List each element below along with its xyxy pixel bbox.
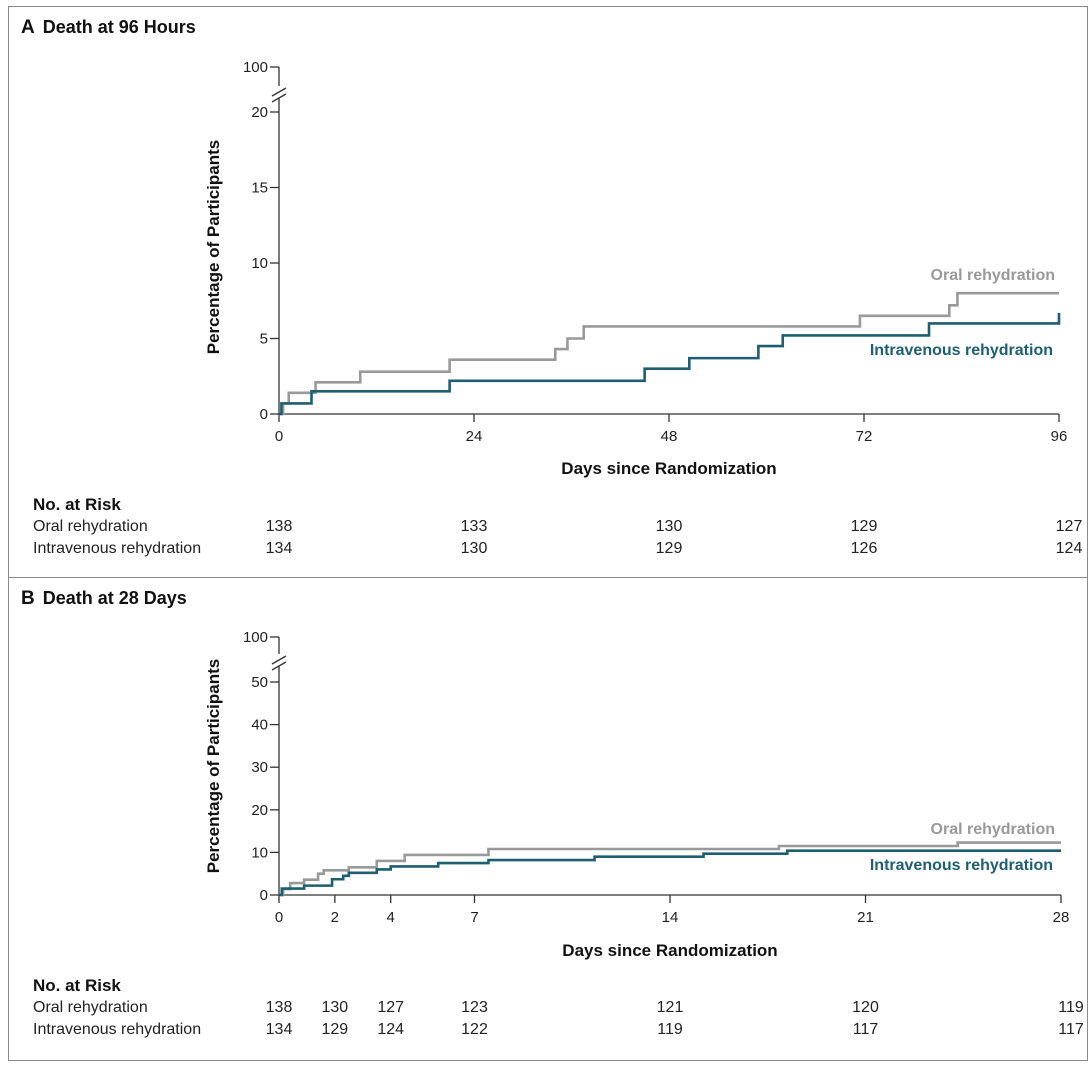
x-tick-label: 0 <box>275 428 283 445</box>
y-tick-label: 20 <box>251 802 268 819</box>
chart-b-plot: 100 0 10 20 30 40 50 0 2 4 7 14 21 28 Days since Rando… <box>204 629 1070 960</box>
panel-b: B Death at 28 Days 100 0 10 20 30 40 50 0 2 4 7 14 21… <box>8 578 1088 1061</box>
risk-value: 127 <box>1055 518 1083 535</box>
panel-title: B Death at 28 Days <box>21 588 187 610</box>
series-line-oral <box>279 841 1061 897</box>
series-line-intravenous <box>279 312 1061 416</box>
y-tick-label: 50 <box>251 674 268 691</box>
risk-value: 126 <box>850 540 878 557</box>
y-tick-label: 100 <box>243 629 268 646</box>
risk-value: 121 <box>656 999 684 1016</box>
risk-value: 119 <box>1058 999 1084 1016</box>
risk-row-label-oral: Oral rehydration <box>33 518 148 535</box>
risk-value: 129 <box>655 540 683 557</box>
series-label-oral: Oral rehydration <box>931 821 1055 838</box>
risk-value: 127 <box>377 999 405 1016</box>
y-axis-title: Percentage of Participants <box>204 659 223 873</box>
y-axis-title: Percentage of Participants <box>204 140 223 354</box>
risk-value: 120 <box>852 999 879 1016</box>
axis-break-mark <box>271 661 287 671</box>
risk-row-label-oral: Oral rehydration <box>33 999 148 1016</box>
x-tick-label: 14 <box>662 909 679 926</box>
chart-title: Death at 96 Hours <box>42 17 196 37</box>
risk-value: 130 <box>655 518 683 535</box>
risk-row-label-iv: Intravenous rehydration <box>33 1021 202 1038</box>
risk-value: 129 <box>321 1021 349 1038</box>
panel-a: A Death at 96 Hours 100 0 5 10 15 20 0 24 48 72 96 D… <box>8 6 1088 578</box>
x-tick-label: 4 <box>387 909 395 926</box>
y-tick-label: 0 <box>260 887 268 904</box>
x-axis-title: Days since Randomization <box>562 941 777 960</box>
risk-value: 129 <box>850 518 878 535</box>
risk-value: 117 <box>1058 1021 1084 1038</box>
x-tick-label: 0 <box>275 909 283 926</box>
x-axis-title: Days since Randomization <box>561 459 776 478</box>
y-tick-label: 15 <box>251 180 268 197</box>
risk-value: 124 <box>377 1021 405 1038</box>
x-tick-label: 28 <box>1053 909 1070 926</box>
x-tick-label: 24 <box>466 428 483 445</box>
x-tick-label: 96 <box>1051 428 1068 445</box>
y-tick-label: 40 <box>251 717 268 734</box>
y-tick-label: 20 <box>251 104 268 121</box>
risk-value: 117 <box>852 1021 879 1038</box>
panel-title: A Death at 96 Hours <box>21 17 196 39</box>
axis-break-mark <box>271 87 287 97</box>
risk-value: 124 <box>1055 540 1083 557</box>
risk-value: 130 <box>460 540 488 557</box>
risk-table-title: No. at Risk <box>33 976 121 995</box>
risk-value: 133 <box>460 518 488 535</box>
series-line-intravenous <box>279 849 1061 897</box>
axis-break-mark <box>271 655 287 665</box>
x-tick-label: 72 <box>856 428 873 445</box>
x-tick-label: 7 <box>470 909 478 926</box>
x-tick-label: 48 <box>661 428 678 445</box>
y-tick-label: 10 <box>251 255 268 272</box>
risk-value: 130 <box>321 999 349 1016</box>
risk-value: 122 <box>461 1021 488 1038</box>
risk-value: 123 <box>461 999 488 1016</box>
risk-value: 134 <box>265 1021 293 1038</box>
x-tick-label: 2 <box>331 909 339 926</box>
axis-break-mark <box>271 93 287 103</box>
series-label-oral: Oral rehydration <box>931 267 1055 284</box>
risk-value: 119 <box>657 1021 683 1038</box>
panel-letter: B <box>21 588 35 609</box>
chart-a-plot: 100 0 5 10 15 20 0 24 48 72 96 Days since Randomiza… <box>204 59 1068 478</box>
y-tick-label: 5 <box>260 331 268 348</box>
series-line-oral <box>279 291 1059 416</box>
risk-table-title: No. at Risk <box>33 495 121 514</box>
y-tick-label: 10 <box>251 844 268 861</box>
risk-value: 138 <box>265 518 293 535</box>
y-tick-label: 30 <box>251 759 268 776</box>
y-tick-label: 0 <box>260 406 268 423</box>
risk-row-label-iv: Intravenous rehydration <box>33 540 202 557</box>
series-label-intravenous: Intravenous rehydration <box>870 857 1053 874</box>
panel-letter: A <box>21 17 35 38</box>
chart-title: Death at 28 Days <box>42 588 187 608</box>
risk-value: 138 <box>265 999 293 1016</box>
series-label-intravenous: Intravenous rehydration <box>870 342 1053 359</box>
y-tick-label: 100 <box>243 59 268 76</box>
x-tick-label: 21 <box>857 909 874 926</box>
risk-value: 134 <box>265 540 293 557</box>
